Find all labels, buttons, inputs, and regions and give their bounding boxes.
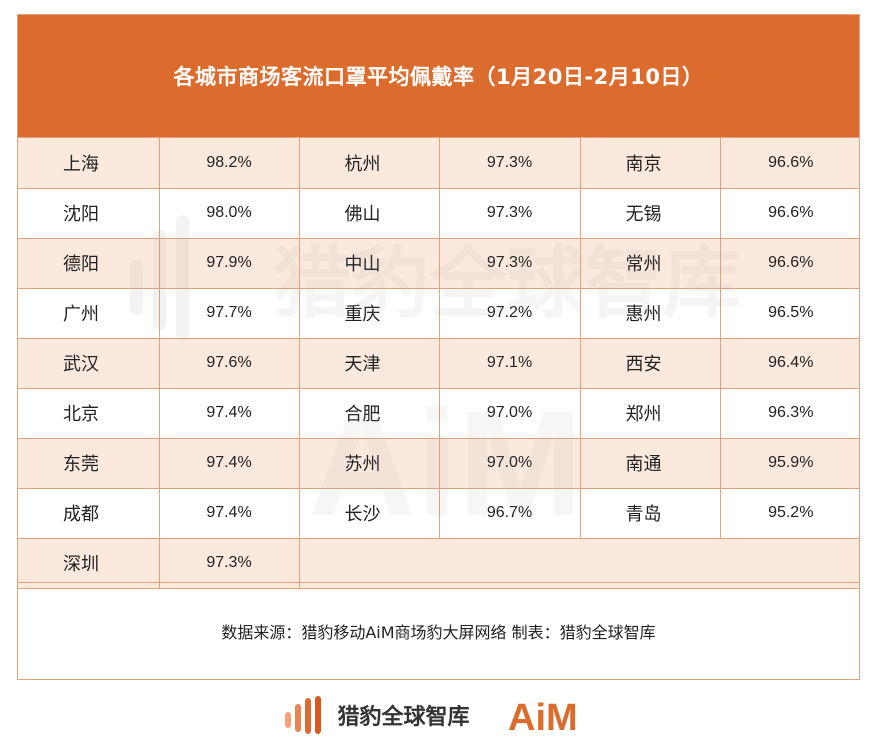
- mask-rate-value: 96.6%: [719, 237, 859, 289]
- mask-rate-value: 98.2%: [158, 138, 300, 189]
- city-name: 常州: [579, 237, 721, 289]
- table-row: 深圳 97.3%: [18, 537, 859, 589]
- mask-rate-value: 96.3%: [719, 387, 859, 439]
- mask-rate-value: 97.0%: [438, 387, 581, 439]
- mask-rate-value: 97.3%: [158, 537, 300, 589]
- cheetah-bars-icon: [285, 696, 322, 734]
- city-name: 西安: [579, 337, 721, 389]
- svg-text:AiM: AiM: [508, 697, 578, 736]
- city-name: 成都: [18, 487, 160, 539]
- city-name: 无锡: [579, 187, 721, 239]
- table-title: 各城市商场客流口罩平均佩戴率（1月20日-2月10日）: [18, 15, 859, 138]
- mask-rate-value: 95.9%: [719, 437, 859, 489]
- empty-cell: [298, 537, 859, 589]
- city-name: 德阳: [18, 237, 160, 289]
- city-name: 武汉: [18, 337, 160, 389]
- mask-rate-value: 96.4%: [719, 337, 859, 389]
- city-name: 东莞: [18, 437, 160, 489]
- data-source-note: 数据来源：猎豹移动AiM商场豹大屏网络 制表：猎豹全球智库: [18, 582, 859, 679]
- mask-rate-value: 97.6%: [158, 337, 300, 389]
- city-name: 佛山: [298, 187, 440, 239]
- city-name: 南通: [579, 437, 721, 489]
- mask-rate-table: 上海 98.2% 杭州 97.3% 南京 96.6% 沈阳 98.0% 佛山 97.3% 无锡 96.…: [18, 138, 859, 589]
- mask-rate-value: 97.7%: [158, 287, 300, 339]
- city-name: 上海: [18, 138, 160, 189]
- city-name: 深圳: [18, 537, 160, 589]
- mask-rate-value: 97.4%: [158, 387, 300, 439]
- city-name: 北京: [18, 387, 160, 439]
- mask-rate-value: 97.3%: [438, 138, 581, 189]
- city-name: 沈阳: [18, 187, 160, 239]
- mask-rate-value: 97.2%: [438, 287, 581, 339]
- city-name: 天津: [298, 337, 440, 389]
- footer-brand-name: 猎豹全球智库: [337, 705, 470, 730]
- mask-rate-value: 97.4%: [158, 437, 300, 489]
- city-name: 杭州: [298, 138, 440, 189]
- data-card: 各城市商场客流口罩平均佩戴率（1月20日-2月10日） 上海 98.2% 杭州 97.…: [17, 14, 860, 680]
- mask-rate-value: 98.0%: [158, 187, 300, 239]
- mask-rate-value: 96.5%: [719, 287, 859, 339]
- city-name: 苏州: [298, 437, 440, 489]
- table-row: 成都 97.4% 长沙 96.7% 青岛 95.2%: [18, 487, 859, 539]
- table-row: 上海 98.2% 杭州 97.3% 南京 96.6%: [18, 138, 859, 189]
- table-row: 北京 97.4% 合肥 97.0% 郑州 96.3%: [18, 387, 859, 439]
- table-row: 德阳 97.9% 中山 97.3% 常州 96.6%: [18, 237, 859, 289]
- city-name: 长沙: [298, 487, 440, 539]
- mask-rate-value: 96.7%: [438, 487, 581, 539]
- aim-logo: AiM: [508, 697, 578, 736]
- footer-brand: 猎豹全球智库: [283, 694, 470, 736]
- city-name: 中山: [298, 237, 440, 289]
- table-row: 广州 97.7% 重庆 97.2% 惠州 96.5%: [18, 287, 859, 339]
- city-name: 惠州: [579, 287, 721, 339]
- table-row: 东莞 97.4% 苏州 97.0% 南通 95.9%: [18, 437, 859, 489]
- table-row: 武汉 97.6% 天津 97.1% 西安 96.4%: [18, 337, 859, 389]
- city-name: 广州: [18, 287, 160, 339]
- mask-rate-value: 97.1%: [438, 337, 581, 389]
- city-name: 重庆: [298, 287, 440, 339]
- mask-rate-value: 96.6%: [719, 187, 859, 239]
- mask-rate-value: 97.9%: [158, 237, 300, 289]
- mask-rate-value: 95.2%: [719, 487, 859, 539]
- city-name: 南京: [579, 138, 721, 189]
- city-name: 合肥: [298, 387, 440, 439]
- mask-rate-value: 97.3%: [438, 187, 581, 239]
- mask-rate-value: 97.3%: [438, 237, 581, 289]
- table-row: 沈阳 98.0% 佛山 97.3% 无锡 96.6%: [18, 187, 859, 239]
- mask-rate-value: 96.6%: [719, 138, 859, 189]
- city-name: 郑州: [579, 387, 721, 439]
- city-name: 青岛: [579, 487, 721, 539]
- footer: 猎豹全球智库 AiM: [0, 686, 884, 744]
- mask-rate-value: 97.4%: [158, 487, 300, 539]
- mask-rate-value: 97.0%: [438, 437, 581, 489]
